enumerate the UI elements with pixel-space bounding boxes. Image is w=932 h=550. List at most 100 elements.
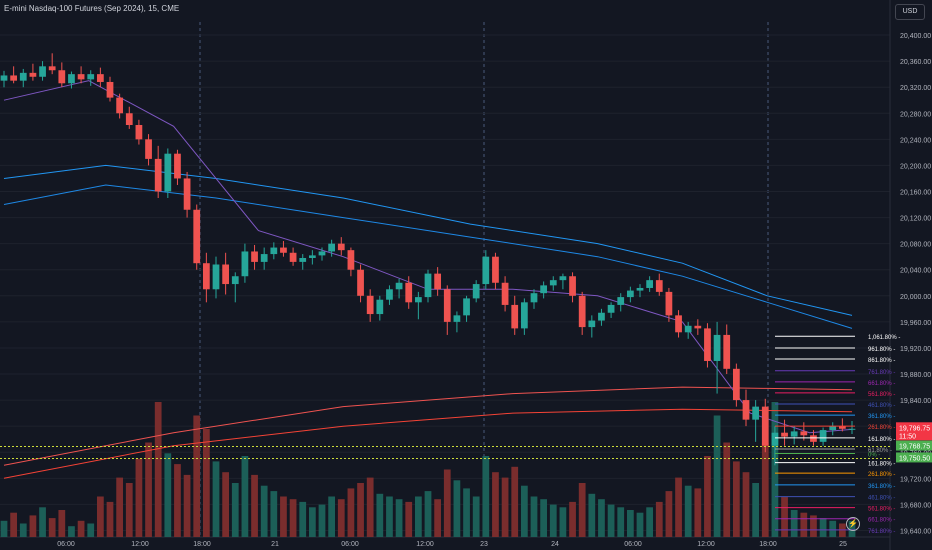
volume-bar (424, 491, 432, 537)
candle-body (520, 302, 528, 329)
volume-bar (357, 483, 364, 537)
candle-body (212, 264, 220, 290)
price-tick-label: 20,120.00 (900, 216, 931, 223)
volume-bar (106, 501, 114, 537)
volume-bar (607, 504, 615, 537)
volume-bar (77, 520, 85, 537)
fib-level-label: 61.80% - (868, 448, 892, 454)
candle-body (492, 256, 499, 283)
candle-body (174, 153, 181, 179)
candle-body (713, 334, 721, 361)
candle-body (559, 276, 567, 281)
volume-bar (684, 485, 692, 537)
candle-body (453, 315, 461, 322)
time-tick-label: 18:00 (193, 541, 211, 548)
candle-body (145, 139, 152, 159)
candle-body (665, 291, 673, 316)
candle-body (193, 209, 201, 264)
volume-bar (463, 488, 470, 537)
fib-level-label: 761.80% - (868, 370, 895, 376)
price-label-value: 19,750.50 (899, 455, 930, 462)
candle-body (106, 81, 114, 98)
fib-level-label: 261.80% - (868, 425, 895, 431)
candle-body (183, 178, 191, 210)
price-tick-label: 20,280.00 (900, 111, 931, 118)
volume-bar (366, 477, 374, 537)
volume-bar (19, 523, 27, 537)
candle-body (280, 247, 287, 253)
lightning-icon[interactable]: ⚡ (846, 517, 860, 531)
time-tick-label: 12:00 (416, 541, 434, 548)
candle-body (646, 280, 654, 288)
moving-average-line (3, 184, 853, 329)
fib-level-label: 461.80% - (868, 496, 895, 502)
fib-level-label: 561.80% - (868, 392, 895, 398)
candle-body (405, 282, 413, 303)
candle-body (578, 295, 586, 328)
candle-body (549, 280, 557, 286)
candle-body (260, 254, 268, 262)
volume-bar (520, 485, 528, 537)
volume-bar (752, 483, 760, 537)
candle-body (742, 400, 750, 420)
candle-body (694, 325, 702, 329)
candle-body (299, 257, 307, 262)
currency-button[interactable]: USD (895, 4, 925, 20)
fib-level-label: 0% - (868, 453, 880, 459)
candle-body (790, 431, 798, 437)
volume-bar (732, 461, 740, 537)
candle-body (318, 251, 326, 256)
volume-bar (655, 501, 663, 537)
volume-bar (376, 493, 384, 537)
fib-level-label: 361.80% - (868, 484, 895, 490)
volume-bar (260, 485, 268, 537)
candle-body (68, 74, 75, 84)
volume-bar (790, 510, 798, 537)
volume-bar (569, 501, 576, 537)
candle-body (732, 368, 740, 401)
candle-body (289, 252, 297, 262)
volume-bar (135, 458, 143, 537)
price-tick-label: 20,360.00 (900, 59, 931, 66)
candle-body (270, 247, 278, 255)
candle-body (77, 74, 85, 80)
candle-body (810, 435, 817, 442)
candle-body (414, 297, 422, 303)
volume-bar (48, 518, 56, 537)
volume-bar (251, 474, 258, 537)
fib-level-label: 661.80% - (868, 381, 895, 387)
candle-body (819, 430, 827, 442)
candle-body (636, 287, 644, 291)
candle-body (202, 263, 210, 290)
volume-bar (10, 512, 18, 537)
volume-bar (453, 480, 461, 537)
volume-bar (434, 499, 442, 537)
volume-bar (713, 415, 721, 537)
fib-level-label: 561.80% - (868, 507, 895, 513)
volume-bar (588, 493, 596, 537)
candle-body (231, 276, 239, 285)
candle-body (511, 304, 519, 329)
fib-level-label: 361.80% - (868, 414, 895, 420)
volume-bar (723, 442, 731, 537)
time-tick-label: 23 (480, 541, 488, 548)
price-label-box (896, 440, 932, 451)
candle-body (308, 255, 316, 258)
candle-body (800, 431, 808, 436)
volume-bar (270, 491, 278, 537)
candle-body (463, 298, 470, 316)
fib-level-label: 961.80% - (868, 347, 895, 353)
candle-body (251, 251, 258, 262)
candle-body (58, 70, 66, 84)
price-label-box (896, 452, 932, 463)
volume-bar (39, 507, 46, 537)
volume-bar (501, 477, 509, 537)
candle-body (434, 273, 442, 290)
candle-body (222, 264, 230, 285)
volume-bar (511, 466, 519, 537)
price-tick-label: 20,040.00 (900, 268, 931, 275)
volume-bar (241, 456, 249, 537)
moving-average-line (3, 164, 853, 316)
